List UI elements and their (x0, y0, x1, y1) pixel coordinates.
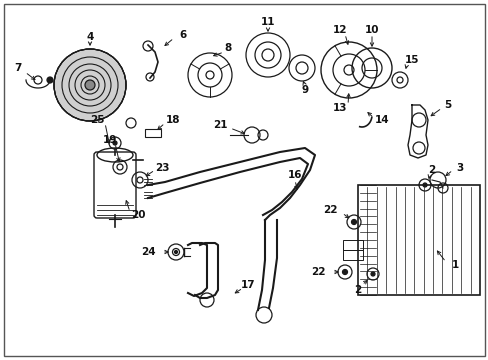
Text: 3: 3 (455, 163, 463, 173)
Text: 15: 15 (404, 55, 418, 65)
Text: 17: 17 (240, 280, 255, 290)
Circle shape (351, 220, 356, 225)
Text: 22: 22 (310, 267, 325, 277)
Text: 4: 4 (86, 32, 94, 42)
Text: 19: 19 (102, 135, 117, 145)
Text: 10: 10 (364, 25, 379, 35)
Circle shape (47, 77, 53, 83)
Text: 6: 6 (179, 30, 186, 40)
Text: 2: 2 (354, 285, 361, 295)
Bar (145, 129, 161, 137)
Circle shape (85, 80, 95, 90)
Text: 24: 24 (141, 247, 155, 257)
Text: 7: 7 (14, 63, 21, 73)
Bar (342, 240, 362, 250)
Text: 18: 18 (165, 115, 180, 125)
Text: 23: 23 (154, 163, 169, 173)
Text: 25: 25 (90, 115, 104, 125)
Circle shape (342, 270, 347, 274)
Text: 13: 13 (332, 103, 346, 113)
Text: 20: 20 (130, 210, 145, 220)
Text: 12: 12 (332, 25, 346, 35)
Text: 1: 1 (450, 260, 458, 270)
Text: 22: 22 (322, 205, 337, 215)
Text: 5: 5 (444, 100, 451, 110)
Circle shape (113, 141, 117, 145)
Text: 2: 2 (427, 165, 435, 175)
Bar (342, 250, 362, 260)
Bar (357, 185, 479, 295)
Text: 8: 8 (224, 43, 231, 53)
Text: 14: 14 (374, 115, 388, 125)
Text: 16: 16 (287, 170, 302, 180)
Circle shape (174, 251, 177, 253)
Circle shape (422, 183, 426, 187)
Circle shape (370, 272, 374, 276)
Circle shape (54, 49, 126, 121)
Text: 9: 9 (301, 85, 308, 95)
Text: 21: 21 (212, 120, 227, 130)
Text: 11: 11 (260, 17, 275, 27)
